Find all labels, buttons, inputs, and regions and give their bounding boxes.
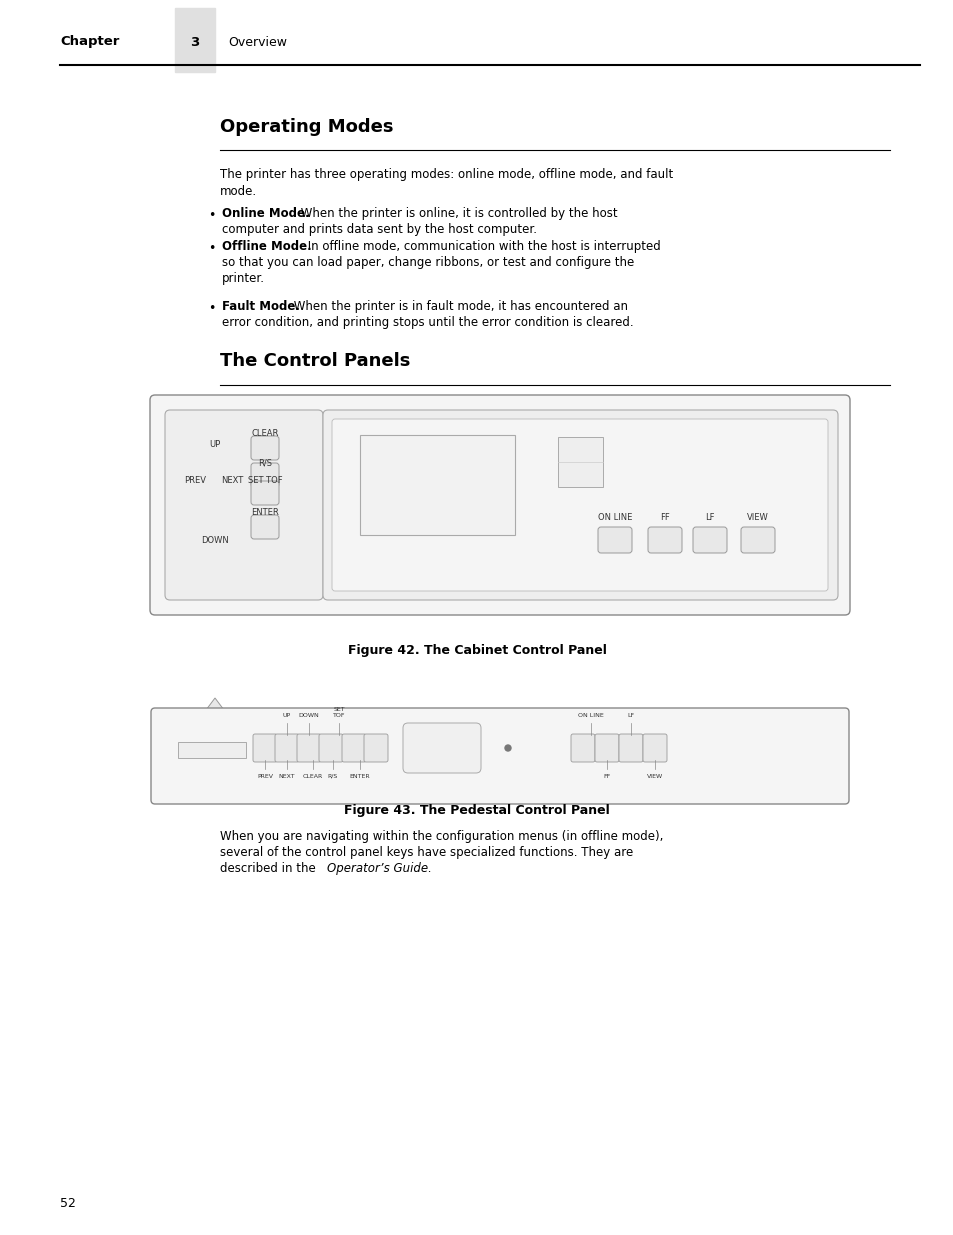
- Text: ENTER: ENTER: [350, 774, 370, 779]
- Text: Figure 43. The Pedestal Control Panel: Figure 43. The Pedestal Control Panel: [344, 804, 609, 818]
- Text: 3: 3: [191, 36, 199, 48]
- Text: printer.: printer.: [222, 272, 265, 285]
- Text: described in the: described in the: [220, 862, 319, 876]
- FancyBboxPatch shape: [341, 734, 366, 762]
- Text: Overview: Overview: [228, 36, 287, 48]
- Text: Fault Mode.: Fault Mode.: [222, 300, 299, 312]
- FancyBboxPatch shape: [364, 734, 388, 762]
- Polygon shape: [185, 734, 205, 750]
- Bar: [178, 742, 246, 758]
- Text: 52: 52: [60, 1197, 76, 1210]
- Text: UP: UP: [283, 713, 291, 718]
- Text: When the printer is in fault mode, it has encountered an: When the printer is in fault mode, it ha…: [290, 300, 627, 312]
- Text: In offline mode, communication with the host is interrupted: In offline mode, communication with the …: [304, 240, 660, 253]
- Bar: [174, 7, 214, 72]
- FancyBboxPatch shape: [740, 527, 774, 553]
- FancyBboxPatch shape: [151, 708, 848, 804]
- Text: UP: UP: [209, 440, 220, 450]
- FancyBboxPatch shape: [402, 722, 480, 773]
- Text: error condition, and printing stops until the error condition is cleared.: error condition, and printing stops unti…: [222, 316, 633, 329]
- FancyBboxPatch shape: [571, 734, 595, 762]
- FancyBboxPatch shape: [692, 527, 726, 553]
- Text: CLEAR: CLEAR: [251, 429, 278, 438]
- Text: PREV: PREV: [184, 475, 206, 485]
- Text: SET TOF: SET TOF: [248, 475, 282, 485]
- Text: NEXT: NEXT: [278, 774, 295, 779]
- FancyBboxPatch shape: [274, 734, 298, 762]
- Text: VIEW: VIEW: [746, 513, 768, 522]
- Text: LF: LF: [627, 713, 634, 718]
- Text: Chapter: Chapter: [60, 36, 119, 48]
- FancyBboxPatch shape: [251, 436, 278, 459]
- Text: VIEW: VIEW: [646, 774, 662, 779]
- FancyBboxPatch shape: [251, 515, 278, 538]
- Text: R/S: R/S: [257, 458, 272, 467]
- Bar: [359, 435, 515, 535]
- Bar: [558, 437, 602, 487]
- Text: DOWN: DOWN: [298, 713, 319, 718]
- Text: FF: FF: [602, 774, 610, 779]
- FancyBboxPatch shape: [165, 410, 323, 600]
- Text: •: •: [208, 303, 215, 315]
- FancyBboxPatch shape: [251, 463, 278, 487]
- Text: ENTER: ENTER: [251, 508, 278, 517]
- Polygon shape: [222, 734, 242, 750]
- Text: The printer has three operating modes: online mode, offline mode, and fault: The printer has three operating modes: o…: [220, 168, 673, 182]
- Text: •: •: [208, 209, 215, 222]
- FancyBboxPatch shape: [296, 734, 320, 762]
- FancyBboxPatch shape: [642, 734, 666, 762]
- Circle shape: [504, 745, 511, 751]
- Text: LF: LF: [704, 513, 714, 522]
- Text: DOWN: DOWN: [201, 536, 229, 545]
- Text: NEXT: NEXT: [221, 475, 243, 485]
- FancyBboxPatch shape: [332, 419, 827, 592]
- Text: FF: FF: [659, 513, 669, 522]
- Text: so that you can load paper, change ribbons, or test and configure the: so that you can load paper, change ribbo…: [222, 256, 634, 269]
- Text: Figure 42. The Cabinet Control Panel: Figure 42. The Cabinet Control Panel: [347, 643, 606, 657]
- FancyBboxPatch shape: [595, 734, 618, 762]
- FancyBboxPatch shape: [318, 734, 343, 762]
- Text: When the printer is online, it is controlled by the host: When the printer is online, it is contro…: [296, 207, 617, 220]
- Text: PREV: PREV: [256, 774, 273, 779]
- Text: mode.: mode.: [220, 185, 257, 198]
- FancyBboxPatch shape: [618, 734, 642, 762]
- Text: The Control Panels: The Control Panels: [220, 352, 410, 370]
- Text: computer and prints data sent by the host computer.: computer and prints data sent by the hos…: [222, 224, 537, 236]
- Text: ON LINE: ON LINE: [578, 713, 603, 718]
- FancyBboxPatch shape: [647, 527, 681, 553]
- Text: Operating Modes: Operating Modes: [220, 119, 393, 136]
- FancyBboxPatch shape: [598, 527, 631, 553]
- Text: CLEAR: CLEAR: [302, 774, 323, 779]
- Text: Offline Mode.: Offline Mode.: [222, 240, 312, 253]
- Text: R/S: R/S: [328, 774, 337, 779]
- Text: several of the control panel keys have specialized functions. They are: several of the control panel keys have s…: [220, 846, 633, 860]
- Polygon shape: [206, 764, 224, 785]
- Text: Online Mode.: Online Mode.: [222, 207, 310, 220]
- Polygon shape: [206, 698, 224, 718]
- FancyBboxPatch shape: [251, 480, 278, 505]
- FancyBboxPatch shape: [253, 734, 276, 762]
- Text: Operator’s Guide.: Operator’s Guide.: [327, 862, 432, 876]
- FancyBboxPatch shape: [150, 395, 849, 615]
- Text: SET
TOF: SET TOF: [333, 708, 345, 718]
- Text: When you are navigating within the configuration menus (in offline mode),: When you are navigating within the confi…: [220, 830, 662, 844]
- Text: •: •: [208, 242, 215, 254]
- FancyBboxPatch shape: [323, 410, 837, 600]
- Text: ON LINE: ON LINE: [598, 513, 632, 522]
